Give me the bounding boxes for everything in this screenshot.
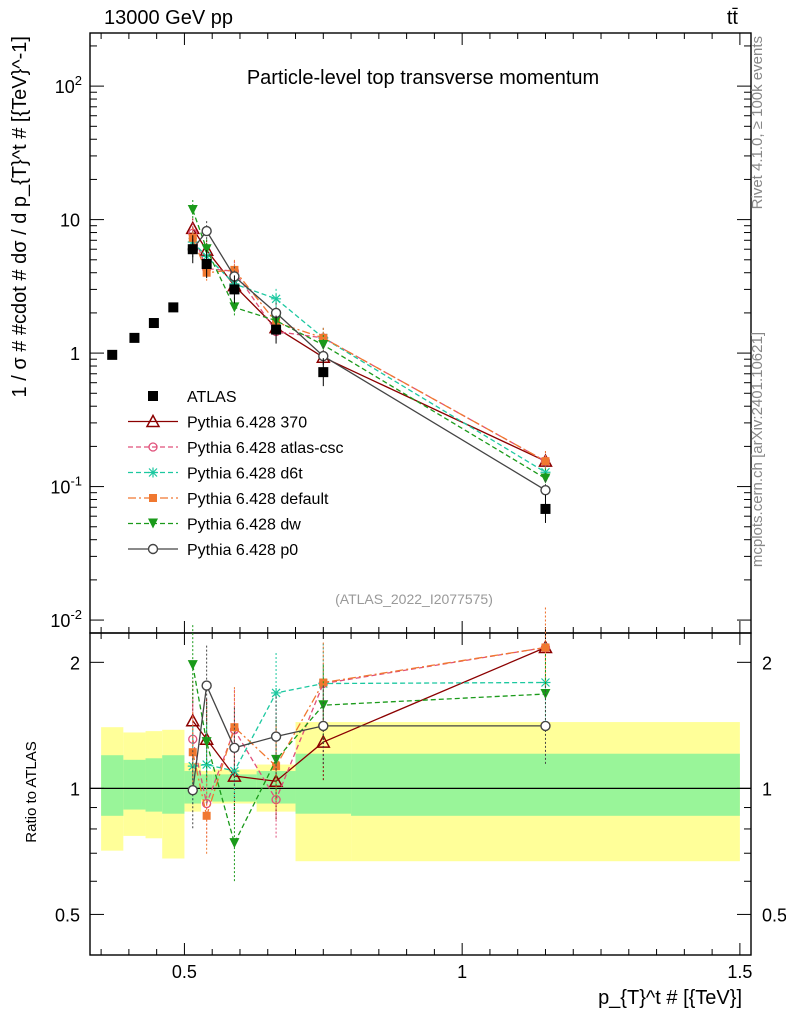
series-point (201, 244, 212, 255)
series-point (319, 333, 328, 342)
chart-title: Particle-level top transverse momentum (247, 67, 599, 89)
ratio-y-axis-label: Ratio to ATLAS (23, 741, 40, 842)
y-axis-label: 1 / σ # #cdot # dσ / d p_{T}^t # [{TeV}^… (9, 36, 31, 397)
process-label: tt̄ (727, 7, 739, 29)
reference-point (271, 324, 282, 335)
x-tick-label: 1.5 (727, 962, 752, 982)
ratio-point (188, 748, 197, 757)
analysis-watermark: (ATLAS_2022_I2077575) (335, 591, 493, 607)
series-point (318, 339, 329, 350)
ratio-point (201, 737, 212, 748)
series-point (540, 484, 551, 496)
ratio-uncertainty-bands (90, 722, 751, 862)
series-point (230, 265, 239, 274)
reference-point (229, 284, 240, 295)
ratio-band-inner (101, 755, 124, 816)
ratio-point (318, 720, 329, 732)
ratio-point (229, 766, 240, 777)
ratio-point (318, 700, 329, 711)
series-line (192, 241, 546, 473)
legend-label: Pythia 6.428 370 (187, 415, 307, 432)
legend-marker (145, 413, 161, 428)
y-tick-label: 10-2 (50, 607, 82, 631)
ratio-band-inner (351, 753, 740, 816)
legend-label: Pythia 6.428 atlas-csc (187, 440, 344, 457)
ratio-series-layer (185, 607, 553, 884)
series-point (540, 473, 551, 484)
series-point (540, 467, 551, 478)
x-axis-label: p_{T}^t # [{TeV}] (598, 987, 742, 1009)
reference-point (148, 318, 159, 329)
ratio-point (270, 731, 282, 742)
series-point (541, 457, 550, 466)
reference-point (168, 302, 179, 313)
collision-label: 13000 GeV pp (104, 7, 233, 29)
ratio-point (540, 720, 551, 732)
ratio-point (271, 687, 282, 698)
legend-marker (148, 518, 158, 529)
series-point (271, 293, 282, 304)
legend-marker (148, 467, 158, 478)
x-tick-label: 0.5 (172, 962, 197, 982)
legend-marker (148, 442, 158, 452)
legend-label: Pythia 6.428 p0 (187, 542, 298, 559)
ratio-tick-label-right: 0.5 (762, 905, 786, 925)
reference-point (201, 258, 212, 269)
ratio-point (187, 785, 198, 796)
series-point (201, 225, 212, 237)
series-line (192, 237, 546, 462)
legend-marker (149, 494, 157, 502)
ratio-series-line (192, 664, 546, 845)
ratio-point (202, 811, 211, 820)
reference-point (187, 244, 198, 255)
axis-ticks: 0.5 1 1.5 10-2 10-1 1 10 102 0.5 0.5 1 1 2 2 (50, 33, 786, 982)
series-point (229, 302, 240, 313)
ratio-point (230, 723, 239, 732)
ratio-band-inner (162, 755, 185, 814)
x-tick-label: 1 (457, 962, 467, 982)
ratio-tick-label-right: 2 (762, 653, 772, 673)
y-tick-label: 10 (60, 211, 80, 231)
ratio-point (541, 643, 550, 652)
legend-marker (148, 391, 158, 401)
series-line (192, 209, 546, 480)
main-series-layer (107, 200, 553, 523)
ratio-tick-label: 1 (70, 779, 80, 799)
ratio-point (201, 759, 212, 770)
reference-point (107, 349, 118, 360)
ratio-band-inner (145, 758, 163, 812)
reference-point (318, 367, 329, 378)
ratio-tick-label: 0.5 (55, 905, 80, 925)
y-tick-label: 1 (70, 344, 80, 364)
ratio-point (201, 798, 212, 809)
ratio-series-line (192, 646, 546, 819)
ratio-band-inner (123, 759, 146, 810)
ratio-series-line (192, 683, 546, 791)
legend-label: Pythia 6.428 d6t (187, 466, 303, 483)
ratio-point (229, 838, 240, 849)
reference-point (540, 503, 551, 514)
source-label: mcplots.cern.ch [arXiv:2401.10621] (749, 332, 766, 567)
rivet-version-label: Rivet 4.1.0, ≥ 100k events (749, 36, 766, 209)
series-point (187, 205, 198, 216)
ratio-band-inner (201, 774, 213, 800)
legend-label: Pythia 6.428 default (187, 491, 329, 508)
ratio-plot-frame (89, 632, 752, 956)
ratio-point (229, 742, 240, 753)
y-tick-label: 102 (55, 73, 82, 97)
legend-label: ATLAS (187, 389, 237, 406)
reference-point (129, 332, 140, 343)
ratio-point (271, 754, 282, 765)
legend-marker (147, 543, 159, 555)
legend: ATLAS Pythia 6.428 370 Pythia 6.428 atlas-… (128, 389, 344, 559)
ratio-tick-label: 2 (70, 653, 80, 673)
y-tick-label: 10-1 (50, 474, 82, 498)
ratio-point (187, 660, 198, 671)
ratio-tick-label-right: 1 (762, 779, 772, 799)
ratio-series-line (192, 646, 546, 806)
legend-label: Pythia 6.428 dw (187, 517, 301, 534)
ratio-point (201, 680, 212, 691)
